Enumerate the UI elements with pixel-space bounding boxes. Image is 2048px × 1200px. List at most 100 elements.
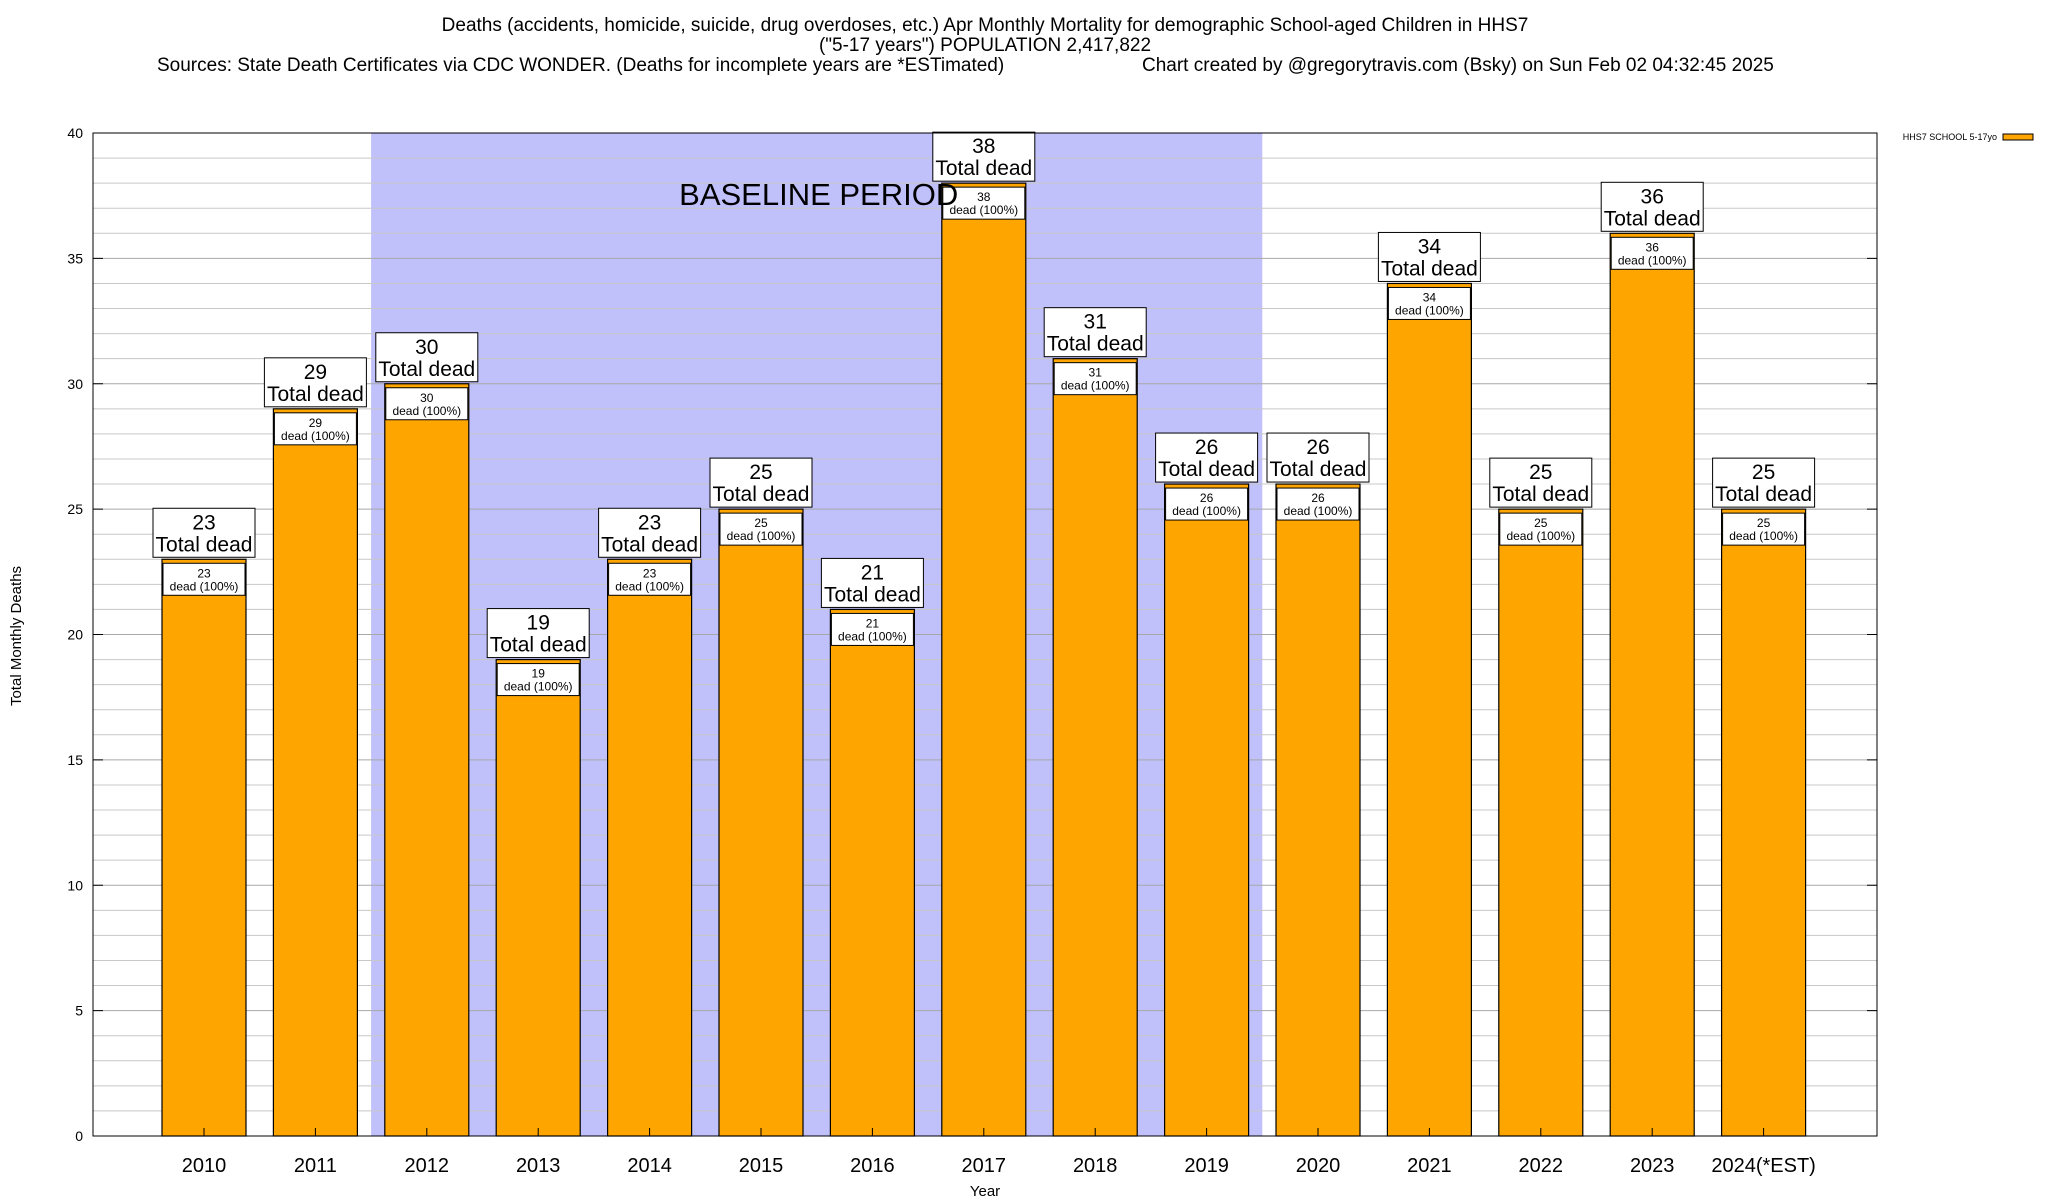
total-dead-label: Total dead <box>824 583 921 606</box>
x-tick-label: 2020 <box>1296 1155 1341 1177</box>
total-label-box <box>1712 457 1816 508</box>
inner-dead-label: dead (100%) <box>615 579 684 593</box>
legend-swatch <box>2002 133 2034 141</box>
x-tick-label: 2024(*EST) <box>1711 1155 1816 1177</box>
total-dead-label: Total dead <box>1270 458 1367 481</box>
y-tick-label: 15 <box>67 752 83 768</box>
inner-label-box <box>719 512 803 546</box>
inner-dead-label: dead (100%) <box>392 404 461 418</box>
bar <box>1275 483 1361 1137</box>
x-tick-label: 2014 <box>627 1155 672 1177</box>
total-value-label: 26 <box>1195 436 1218 459</box>
inner-label-box <box>162 562 246 596</box>
bar <box>606 558 693 1137</box>
inner-dead-label: dead (100%) <box>504 680 573 694</box>
x-tick-label: 2011 <box>294 1155 337 1177</box>
inner-dead-label: dead (100%) <box>838 629 907 643</box>
legend-series-name: HHS7 SCHOOL 5-17yo <box>1903 132 1997 142</box>
total-label-box <box>709 457 813 508</box>
y-tick-label: 30 <box>67 376 83 392</box>
inner-label-box <box>1387 286 1471 320</box>
x-tick-label: 2015 <box>739 1155 784 1177</box>
chart-sources: Sources: State Death Certificates via CD… <box>157 55 1004 76</box>
bar <box>161 558 247 1137</box>
total-value-label: 31 <box>1084 311 1107 334</box>
total-value-label: 19 <box>527 612 550 635</box>
total-value-label: 25 <box>749 461 772 484</box>
bar <box>1163 483 1250 1137</box>
y-tick-label: 35 <box>67 250 83 266</box>
y-axis-ticks: 0 5 10 15 20 25 30 35 40 <box>67 125 1877 1144</box>
total-dead-label: Total dead <box>156 533 253 556</box>
inner-label-box <box>1722 512 1806 546</box>
total-value-label: 34 <box>1418 235 1442 258</box>
total-dead-label: Total dead <box>267 383 364 406</box>
y-tick-label: 20 <box>67 627 83 643</box>
total-value-label: 30 <box>415 336 438 359</box>
total-dead-label: Total dead <box>490 634 587 657</box>
inner-dead-label: dead (100%) <box>170 579 239 593</box>
total-value-label: 21 <box>861 561 884 584</box>
bar <box>384 383 470 1137</box>
bar <box>829 608 916 1137</box>
inner-value-label: 23 <box>643 566 657 580</box>
bar <box>1498 508 1584 1137</box>
chart-title-line-2: ("5-17 years") POPULATION 2,417,822 <box>819 35 1151 56</box>
inner-dead-label: dead (100%) <box>1729 529 1798 543</box>
inner-value-label: 36 <box>1646 240 1660 254</box>
total-label-box <box>1489 457 1593 508</box>
x-tick-label: 2013 <box>516 1155 561 1177</box>
x-axis-label: Year <box>970 1183 1000 1200</box>
inner-label-box <box>385 387 469 421</box>
total-label-box <box>598 507 702 558</box>
inner-dead-label: dead (100%) <box>1284 504 1353 518</box>
x-tick-label: 2016 <box>850 1155 895 1177</box>
total-dead-label: Total dead <box>1381 257 1478 280</box>
inner-value-label: 26 <box>1200 491 1214 505</box>
inner-dead-label: dead (100%) <box>1618 253 1687 267</box>
total-dead-label: Total dead <box>1047 333 1144 356</box>
legend: HHS7 SCHOOL 5-17yo <box>1903 132 2034 142</box>
total-dead-label: Total dead <box>1158 458 1255 481</box>
chart-credit: Chart created by @gregorytravis.com (Bsk… <box>1142 55 1774 76</box>
y-axis-label: Total Monthly Deaths <box>8 566 25 706</box>
inner-dead-label: dead (100%) <box>727 529 796 543</box>
x-tick-label: 2018 <box>1073 1155 1118 1177</box>
inner-dead-label: dead (100%) <box>1506 529 1575 543</box>
bar <box>1052 358 1138 1137</box>
x-tick-label: 2017 <box>962 1155 1007 1177</box>
x-tick-label: 2010 <box>182 1155 227 1177</box>
inner-value-label: 25 <box>754 516 768 530</box>
y-tick-label: 10 <box>67 877 83 893</box>
bar <box>941 182 1027 1137</box>
inner-label-box <box>1610 236 1694 270</box>
x-axis-ticks: 2010 2011 2012 2013 2014 2015 2016 2017 2018 2019… <box>182 1128 1816 1177</box>
inner-label-box <box>1499 512 1583 546</box>
total-label-box <box>820 557 924 608</box>
inner-value-label: 19 <box>532 667 546 681</box>
x-tick-label: 2021 <box>1407 1155 1452 1177</box>
total-value-label: 25 <box>1752 461 1775 484</box>
inner-value-label: 21 <box>866 616 880 630</box>
total-label-box <box>486 608 590 659</box>
y-tick-label: 5 <box>75 1003 83 1019</box>
bar <box>1386 282 1473 1137</box>
total-label-box <box>1043 307 1147 358</box>
y-tick-label: 25 <box>67 501 83 517</box>
total-label-box <box>1377 231 1481 282</box>
total-dead-label: Total dead <box>1715 483 1812 506</box>
total-value-label: 26 <box>1306 436 1329 459</box>
total-label-box <box>375 332 479 383</box>
y-tick-label: 0 <box>75 1128 83 1144</box>
total-label-box <box>263 357 367 408</box>
total-value-label: 29 <box>304 361 327 384</box>
total-dead-label: Total dead <box>378 358 475 381</box>
total-label-box <box>152 507 256 558</box>
inner-value-label: 29 <box>309 416 323 430</box>
total-label-box <box>932 131 1036 182</box>
inner-value-label: 31 <box>1089 366 1103 380</box>
inner-value-label: 26 <box>1311 491 1325 505</box>
inner-value-label: 30 <box>420 391 434 405</box>
total-dead-label: Total dead <box>1604 207 1701 230</box>
